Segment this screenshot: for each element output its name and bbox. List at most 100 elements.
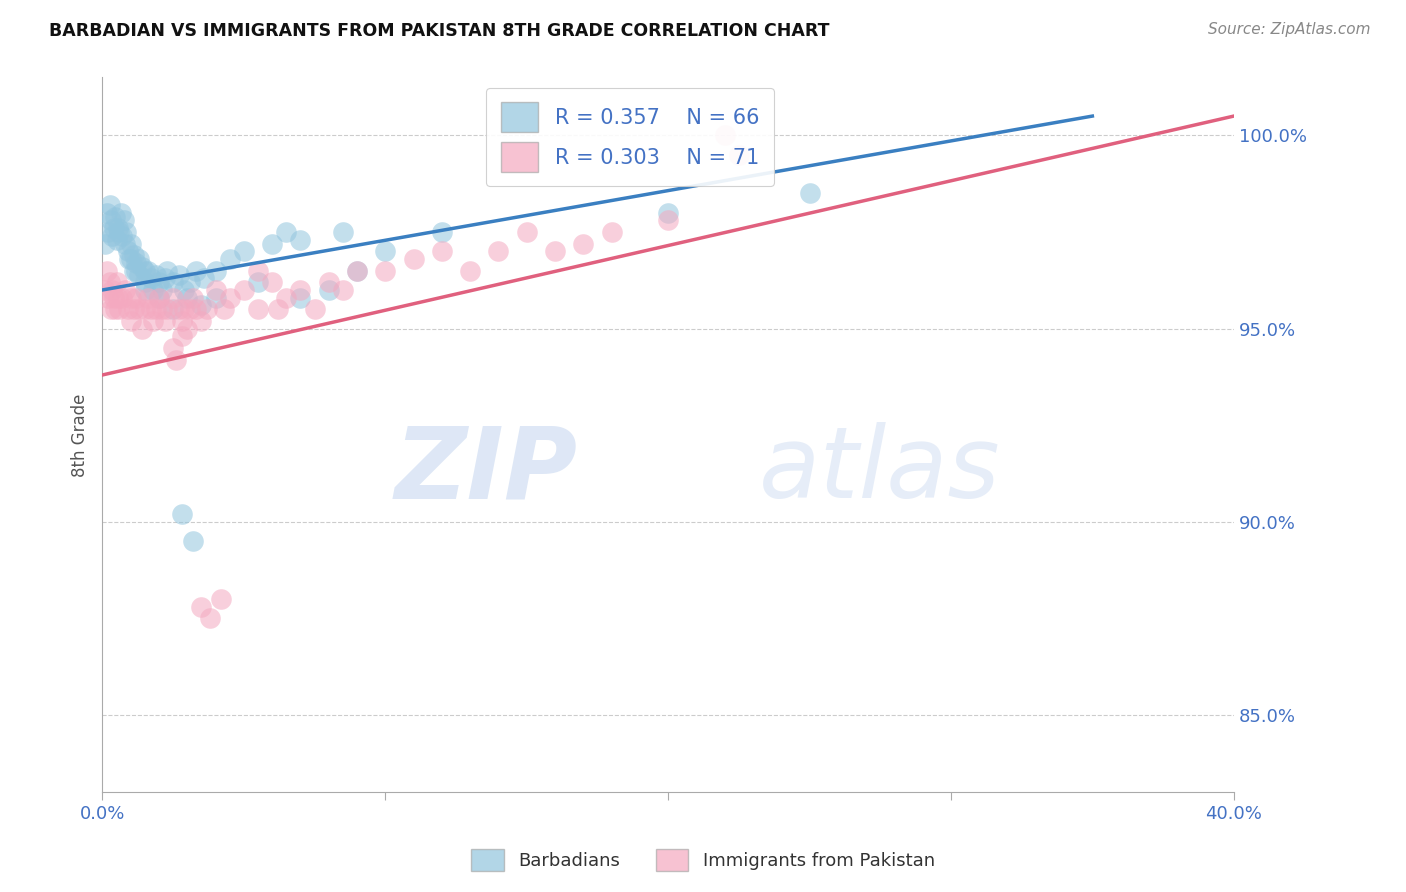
Point (232, 244, 254, 259)
Point (167, 268, 190, 282)
Point (103, 291, 125, 305)
Point (142, 283, 165, 297)
Point (190, 599, 212, 614)
Point (94, 283, 117, 297)
Point (139, 271, 162, 285)
Point (218, 252, 240, 266)
Point (246, 302, 269, 317)
Point (176, 291, 198, 305)
Point (204, 283, 226, 297)
Point (212, 302, 235, 317)
Point (600, 225, 623, 239)
Point (374, 244, 396, 259)
Point (128, 268, 150, 282)
Point (204, 263, 226, 277)
Point (267, 302, 290, 317)
Point (120, 252, 142, 266)
Point (107, 291, 129, 305)
Point (148, 291, 170, 305)
Point (346, 263, 368, 277)
Point (402, 252, 425, 266)
Point (162, 275, 184, 289)
Point (150, 302, 173, 317)
Point (98, 198, 121, 212)
Text: BARBADIAN VS IMMIGRANTS FROM PAKISTAN 8TH GRADE CORRELATION CHART: BARBADIAN VS IMMIGRANTS FROM PAKISTAN 8T… (49, 22, 830, 40)
Point (120, 291, 142, 305)
Point (162, 291, 184, 305)
Point (657, 213, 679, 227)
Point (195, 302, 218, 317)
Point (97, 225, 120, 239)
Point (122, 263, 145, 277)
Point (150, 283, 173, 297)
Point (657, 205, 679, 219)
Point (181, 534, 204, 549)
Point (103, 221, 125, 235)
Point (276, 291, 298, 305)
Point (134, 263, 156, 277)
Point (134, 283, 156, 297)
Point (104, 302, 127, 317)
Point (193, 271, 215, 285)
Point (122, 248, 145, 262)
Point (170, 329, 193, 343)
Point (290, 233, 312, 247)
Point (246, 263, 269, 277)
Point (572, 236, 595, 251)
Point (544, 244, 567, 259)
Point (346, 263, 368, 277)
Point (128, 252, 150, 266)
Point (318, 283, 340, 297)
Point (128, 302, 150, 317)
Point (162, 302, 184, 317)
Point (516, 225, 538, 239)
Point (120, 314, 142, 328)
Point (153, 314, 176, 328)
Point (131, 321, 153, 335)
Point (179, 275, 201, 289)
Y-axis label: 8th Grade: 8th Grade (72, 393, 89, 476)
Point (145, 302, 167, 317)
Point (184, 302, 207, 317)
Point (145, 268, 167, 282)
Point (181, 291, 204, 305)
Point (104, 210, 127, 224)
Point (112, 213, 135, 227)
Point (117, 244, 139, 259)
Point (139, 302, 162, 317)
Point (232, 283, 254, 297)
Point (125, 256, 148, 270)
Point (111, 228, 134, 243)
Point (173, 283, 195, 297)
Point (332, 283, 354, 297)
Point (100, 302, 122, 317)
Point (96, 263, 118, 277)
Point (120, 236, 142, 251)
Point (96, 205, 118, 219)
Point (98, 275, 121, 289)
Point (799, 186, 821, 201)
Point (430, 244, 453, 259)
Point (276, 225, 298, 239)
Point (458, 263, 481, 277)
Point (727, 147, 749, 161)
Point (153, 271, 176, 285)
Point (184, 263, 207, 277)
Point (176, 321, 198, 335)
Point (110, 205, 132, 219)
Point (156, 263, 179, 277)
Point (374, 263, 396, 277)
Point (170, 314, 193, 328)
Point (134, 302, 156, 317)
Point (190, 314, 212, 328)
Point (108, 302, 131, 317)
Point (114, 236, 136, 251)
Point (218, 291, 240, 305)
Point (117, 302, 139, 317)
Point (204, 291, 226, 305)
Point (262, 275, 284, 289)
Point (100, 213, 122, 227)
Legend: R = 0.357    N = 66, R = 0.303    N = 71: R = 0.357 N = 66, R = 0.303 N = 71 (486, 87, 775, 186)
Point (179, 302, 201, 317)
Point (165, 352, 187, 367)
